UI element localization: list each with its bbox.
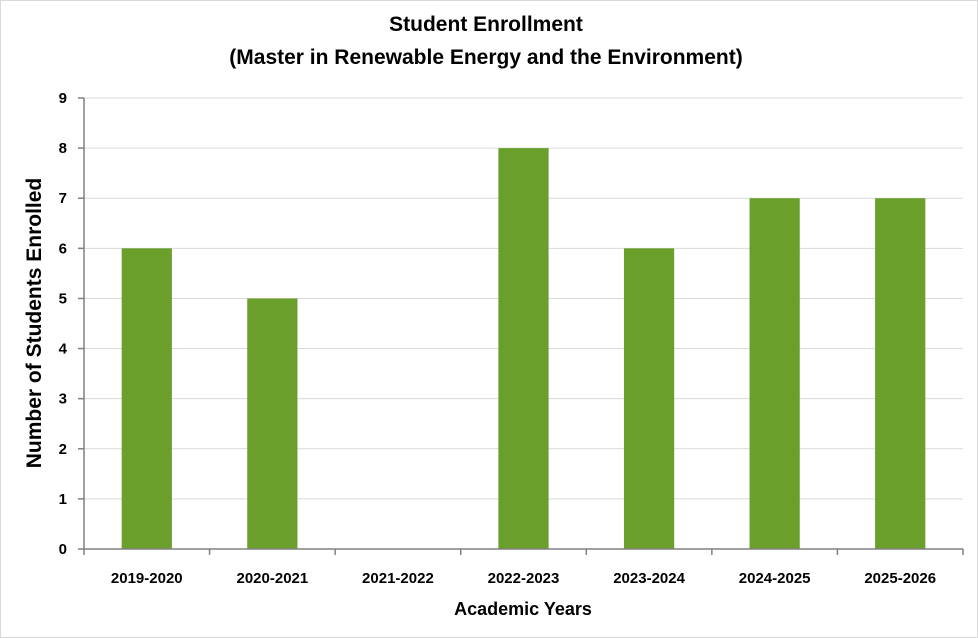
y-tick-label: 1 xyxy=(59,491,67,508)
y-tick-label: 5 xyxy=(59,290,67,307)
bar-2023-2024 xyxy=(623,248,675,550)
bars xyxy=(121,148,926,550)
y-tick-label: 3 xyxy=(59,391,67,408)
axes xyxy=(78,97,964,555)
bar-2022-2023 xyxy=(498,148,549,549)
y-tick-label: 2 xyxy=(59,441,67,458)
y-tick-label: 7 xyxy=(59,190,67,207)
x-tick-label: 2020-2021 xyxy=(236,570,308,587)
bar-2019-2020 xyxy=(121,248,172,550)
chart-subtitle: (Master in Renewable Energy and the Envi… xyxy=(229,46,742,69)
x-tick-label: 2022-2023 xyxy=(488,570,560,587)
x-axis-title: Academic Years xyxy=(454,599,592,619)
y-tick-label: 8 xyxy=(59,140,67,157)
y-tick-label: 4 xyxy=(59,341,68,358)
bar-2024-2025 xyxy=(749,198,800,549)
bar-2020-2021 xyxy=(247,298,298,549)
x-tick-label: 2023-2024 xyxy=(613,570,685,587)
chart-title: Student Enrollment xyxy=(389,13,583,36)
y-tick-label: 9 xyxy=(59,90,67,107)
y-tick-labels: 0 1 2 3 4 5 6 7 8 9 xyxy=(59,90,68,558)
x-tick-label: 2019-2020 xyxy=(111,570,183,587)
x-tick-labels: 2019-2020 2020-2021 2021-2022 2022-2023 2023… xyxy=(111,570,936,587)
y-tick-label: 6 xyxy=(59,240,67,257)
x-tick-label: 2025-2026 xyxy=(864,570,936,587)
x-tick-label: 2021-2022 xyxy=(362,570,434,587)
x-tick-label: 2024-2025 xyxy=(739,570,811,587)
bar-2025-2026 xyxy=(875,198,926,549)
y-tick-label: 0 xyxy=(59,541,67,558)
y-axis-title: Number of Students Enrolled xyxy=(23,178,46,469)
